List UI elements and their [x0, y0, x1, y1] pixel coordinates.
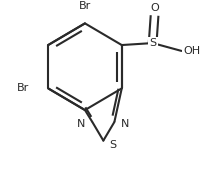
- Text: N: N: [121, 119, 129, 129]
- Text: O: O: [149, 3, 159, 13]
- Text: Br: Br: [17, 83, 29, 93]
- Text: N: N: [77, 119, 85, 129]
- Text: N: N: [76, 119, 85, 129]
- Text: Br: Br: [15, 83, 29, 93]
- Text: S: S: [148, 38, 155, 48]
- Text: OH: OH: [183, 46, 200, 56]
- Text: S: S: [109, 139, 116, 149]
- Text: N: N: [121, 119, 130, 129]
- Text: Br: Br: [79, 1, 91, 11]
- Text: Br: Br: [78, 1, 91, 11]
- Text: OH: OH: [183, 46, 201, 56]
- Text: S: S: [148, 38, 156, 48]
- Text: O: O: [150, 3, 158, 13]
- Text: S: S: [109, 139, 116, 149]
